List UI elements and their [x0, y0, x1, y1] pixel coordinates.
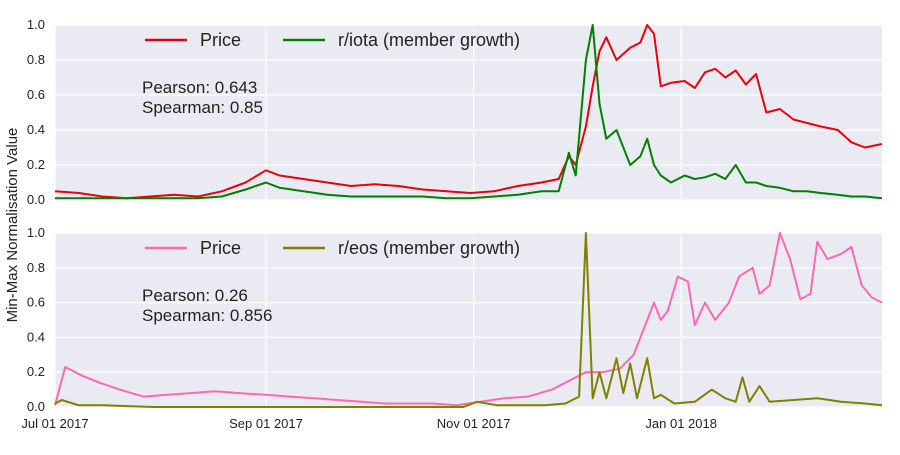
legend-label: Price: [200, 30, 241, 50]
series-line-price: [54, 232, 883, 407]
legend-label: r/iota (member growth): [338, 30, 520, 50]
series-line-r-iota-member-growth-: [55, 24, 883, 200]
chart-panel-1: 0.0 0.2 0.4 0.6 0.8 1.0 Price r/iota (member gr…: [27, 17, 883, 207]
y-tick-label: 1.0: [27, 17, 45, 32]
series-line-r-eos-member-growth-: [54, 232, 883, 408]
y-tick-label: 0.8: [27, 52, 45, 67]
pearson-annotation: Pearson: 0.26: [142, 286, 248, 305]
plot-background: [55, 25, 882, 200]
x-tick-label: Nov 01 2017: [437, 416, 511, 431]
y-tick-label: 0.2: [27, 157, 45, 172]
y-tick-label: 0.2: [27, 364, 45, 379]
x-tick-label: Sep 01 2017: [229, 416, 303, 431]
spearman-annotation: Spearman: 0.856: [142, 306, 272, 325]
x-tick-label: Jan 01 2018: [645, 416, 717, 431]
y-tick-label: 0.6: [27, 87, 45, 102]
x-tick-label: Jul 01 2017: [21, 416, 88, 431]
y-tick-label: 0.6: [27, 295, 45, 310]
y-tick-label: 0.8: [27, 260, 45, 275]
y-tick-label: 0.0: [27, 192, 45, 207]
y-tick-label: 0.4: [27, 329, 45, 344]
spearman-annotation: Spearman: 0.85: [142, 98, 263, 117]
series-line-price: [54, 24, 883, 200]
y-tick-label: 0.0: [27, 399, 45, 414]
legend-label: r/eos (member growth): [338, 238, 520, 258]
y-tick-label: 1.0: [27, 225, 45, 240]
y-tick-label: 0.4: [27, 122, 45, 137]
chart-panel-2: 0.0 0.2 0.4 0.6 0.8 1.0 Price r/eos (member gro…: [27, 225, 883, 414]
pearson-annotation: Pearson: 0.643: [142, 78, 257, 97]
y-axis-label: Min-Max Normalisation Value: [4, 128, 21, 323]
legend-label: Price: [200, 238, 241, 258]
plot-background: [55, 233, 882, 407]
